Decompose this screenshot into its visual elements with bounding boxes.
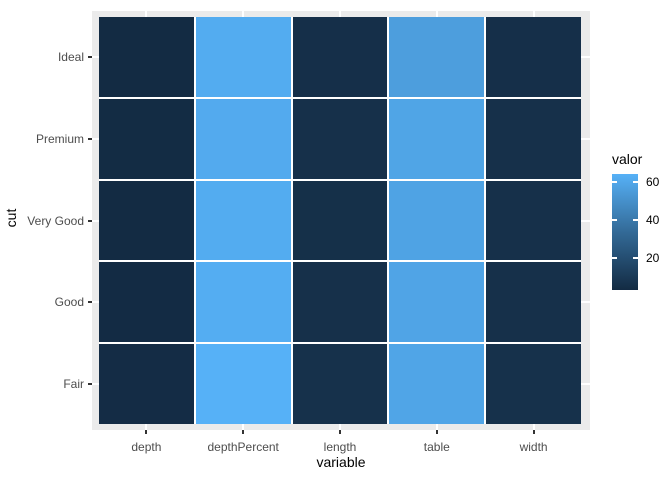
heatmap-tile-fair-depth bbox=[99, 344, 194, 424]
plot-panel bbox=[92, 11, 590, 430]
heatmap-tile-good-width bbox=[486, 262, 581, 343]
heatmap-tile-ideal-table bbox=[389, 17, 485, 97]
legend-tick-mark bbox=[612, 257, 617, 260]
legend-tick-mark bbox=[612, 180, 617, 183]
x-tick-label: length bbox=[323, 440, 357, 454]
x-tick-label: table bbox=[423, 440, 450, 454]
y-tick-label: Premium bbox=[35, 131, 84, 146]
x-tick-label: depthPercent bbox=[207, 440, 279, 454]
heatmap-tile-good-depthpercent bbox=[195, 262, 291, 343]
x-tick-mark bbox=[242, 430, 245, 434]
heatmap-tile-ideal-width bbox=[486, 17, 581, 97]
heatmap-tile-fair-width bbox=[486, 344, 581, 424]
legend-title: valor bbox=[612, 151, 643, 167]
x-tick-mark bbox=[145, 430, 148, 434]
heatmap-tile-good-table bbox=[389, 262, 485, 343]
x-tick-label: depth bbox=[131, 440, 162, 454]
x-tick-label: width bbox=[519, 440, 548, 454]
heatmap-tile-very-good-width bbox=[486, 180, 581, 261]
y-tick-label: Good bbox=[54, 295, 84, 310]
heatmap-tile-premium-length bbox=[292, 98, 388, 179]
heatmap-tile-premium-depth bbox=[99, 98, 194, 179]
x-tick-mark bbox=[435, 430, 438, 434]
legend-gradient-bar bbox=[612, 174, 638, 290]
heatmap-tile-fair-table bbox=[389, 344, 485, 424]
y-axis-title: cut bbox=[3, 208, 19, 228]
heatmap-tile-premium-table bbox=[389, 98, 485, 179]
heatmap-tile-fair-depthpercent bbox=[195, 344, 291, 424]
legend-tick-label: 20 bbox=[646, 251, 660, 266]
heatmap-tile-ideal-depthpercent bbox=[195, 17, 291, 97]
heatmap-tile-fair-length bbox=[292, 344, 388, 424]
heatmap-tile-good-length bbox=[292, 262, 388, 343]
legend-tick-label: 40 bbox=[646, 212, 660, 227]
x-tick-mark bbox=[339, 430, 341, 434]
y-tick-label: Fair bbox=[63, 377, 84, 392]
heatmap-tile-good-depth bbox=[99, 262, 194, 343]
y-tick-mark bbox=[88, 219, 92, 222]
heatmap-tiles bbox=[99, 17, 581, 424]
legend-tick-mark bbox=[633, 180, 638, 183]
x-tick-mark bbox=[532, 430, 535, 434]
y-tick-mark bbox=[88, 301, 92, 304]
heatmap-tile-very-good-table bbox=[389, 180, 485, 261]
heatmap-tile-ideal-length bbox=[292, 17, 388, 97]
y-tick-label: Ideal bbox=[57, 49, 84, 64]
heatmap-tile-very-good-length bbox=[292, 180, 388, 261]
y-tick-mark bbox=[88, 55, 92, 58]
legend-tick-mark bbox=[633, 257, 638, 260]
heatmap-tile-very-good-depthpercent bbox=[195, 180, 291, 261]
legend-tick-mark bbox=[633, 218, 638, 221]
legend-tick-label: 60 bbox=[646, 174, 660, 189]
y-tick-mark bbox=[88, 383, 92, 386]
heatmap-tile-ideal-depth bbox=[99, 17, 194, 97]
heatmap-tile-premium-depthpercent bbox=[195, 98, 291, 179]
x-axis-title: variable bbox=[316, 454, 366, 470]
y-tick-mark bbox=[88, 137, 92, 140]
heatmap-tile-very-good-depth bbox=[99, 180, 194, 261]
heatmap-tile-premium-width bbox=[486, 98, 581, 179]
y-tick-label: Very Good bbox=[27, 213, 84, 228]
legend-tick-mark bbox=[612, 218, 617, 221]
